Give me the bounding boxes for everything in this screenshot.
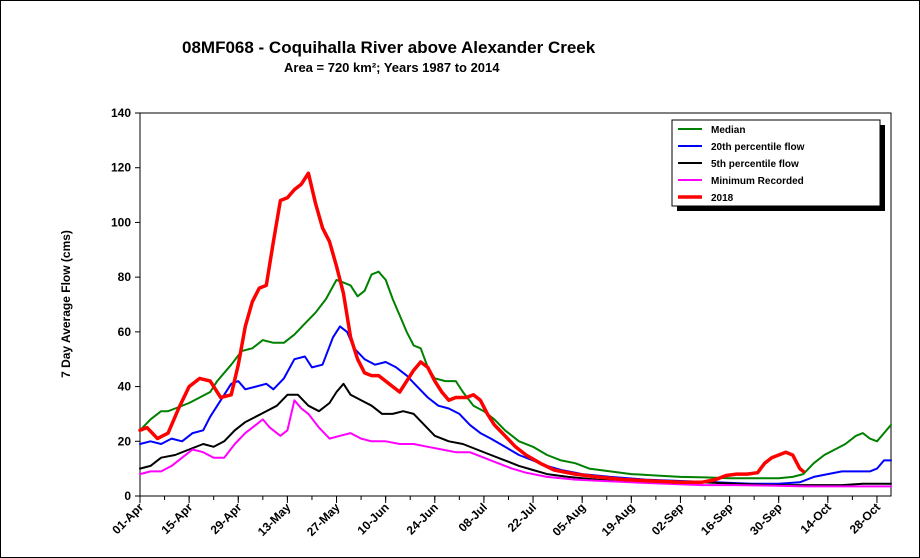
legend-box [671, 119, 881, 207]
y-axis-label: 7 Day Average Flow (cms) [59, 230, 73, 378]
x-tick-label: 14-Oct [798, 500, 834, 536]
legend-label: Minimum Recorded [711, 176, 804, 187]
y-tick-label: 20 [118, 434, 132, 448]
y-tick-label: 0 [124, 489, 131, 503]
legend-label: Median [711, 125, 745, 136]
x-tick-label: 29-Apr [208, 500, 245, 537]
y-tick-label: 100 [111, 215, 131, 229]
x-tick-label: 01-Apr [109, 500, 146, 537]
x-tick-label: 30-Sep [747, 500, 785, 538]
series-group [138, 171, 892, 488]
chart-title: 08MF068 - Coquihalla River above Alexand… [182, 38, 596, 57]
y-tick-label: 80 [118, 270, 132, 284]
legend: Median 20th percentile flow 5th percentile… [671, 119, 885, 211]
x-tick-label: 05-Aug [550, 500, 589, 539]
x-tick-label: 13-May [255, 500, 294, 539]
y-tick-label: 40 [118, 380, 132, 394]
legend-label: 20th percentile flow [711, 142, 805, 153]
x-tick-label: 27-May [304, 500, 343, 539]
x-tick-label: 08-Jul [456, 500, 490, 534]
legend-label: 5th percentile flow [711, 159, 799, 170]
series-line-minimum-recorded [139, 399, 892, 488]
y-tick-label: 60 [118, 325, 132, 339]
x-tick-label: 22-Jul [505, 500, 539, 534]
x-axis: 01-Apr 15-Apr 29-Apr 13-May 27-May 10-Jun 24-J… [109, 496, 883, 539]
x-tick-label: 16-Sep [698, 500, 736, 538]
x-tick-label: 10-Jun [355, 500, 392, 537]
chart-subtitle: Area = 720 km²; Years 1987 to 2014 [284, 60, 500, 75]
y-tick-label: 120 [111, 161, 131, 175]
x-tick-label: 28-Oct [847, 500, 883, 536]
x-tick-label: 19-Aug [599, 500, 638, 539]
legend-label: 2018 [711, 193, 734, 204]
x-tick-label: 15-Apr [158, 500, 195, 537]
y-tick-label: 140 [111, 106, 131, 120]
y-axis: 0 20 40 60 80 100 120 140 [111, 106, 140, 503]
x-tick-label: 24-Jun [404, 500, 441, 537]
x-tick-label: 02-Sep [649, 500, 687, 538]
series-line-2018 [138, 171, 806, 485]
